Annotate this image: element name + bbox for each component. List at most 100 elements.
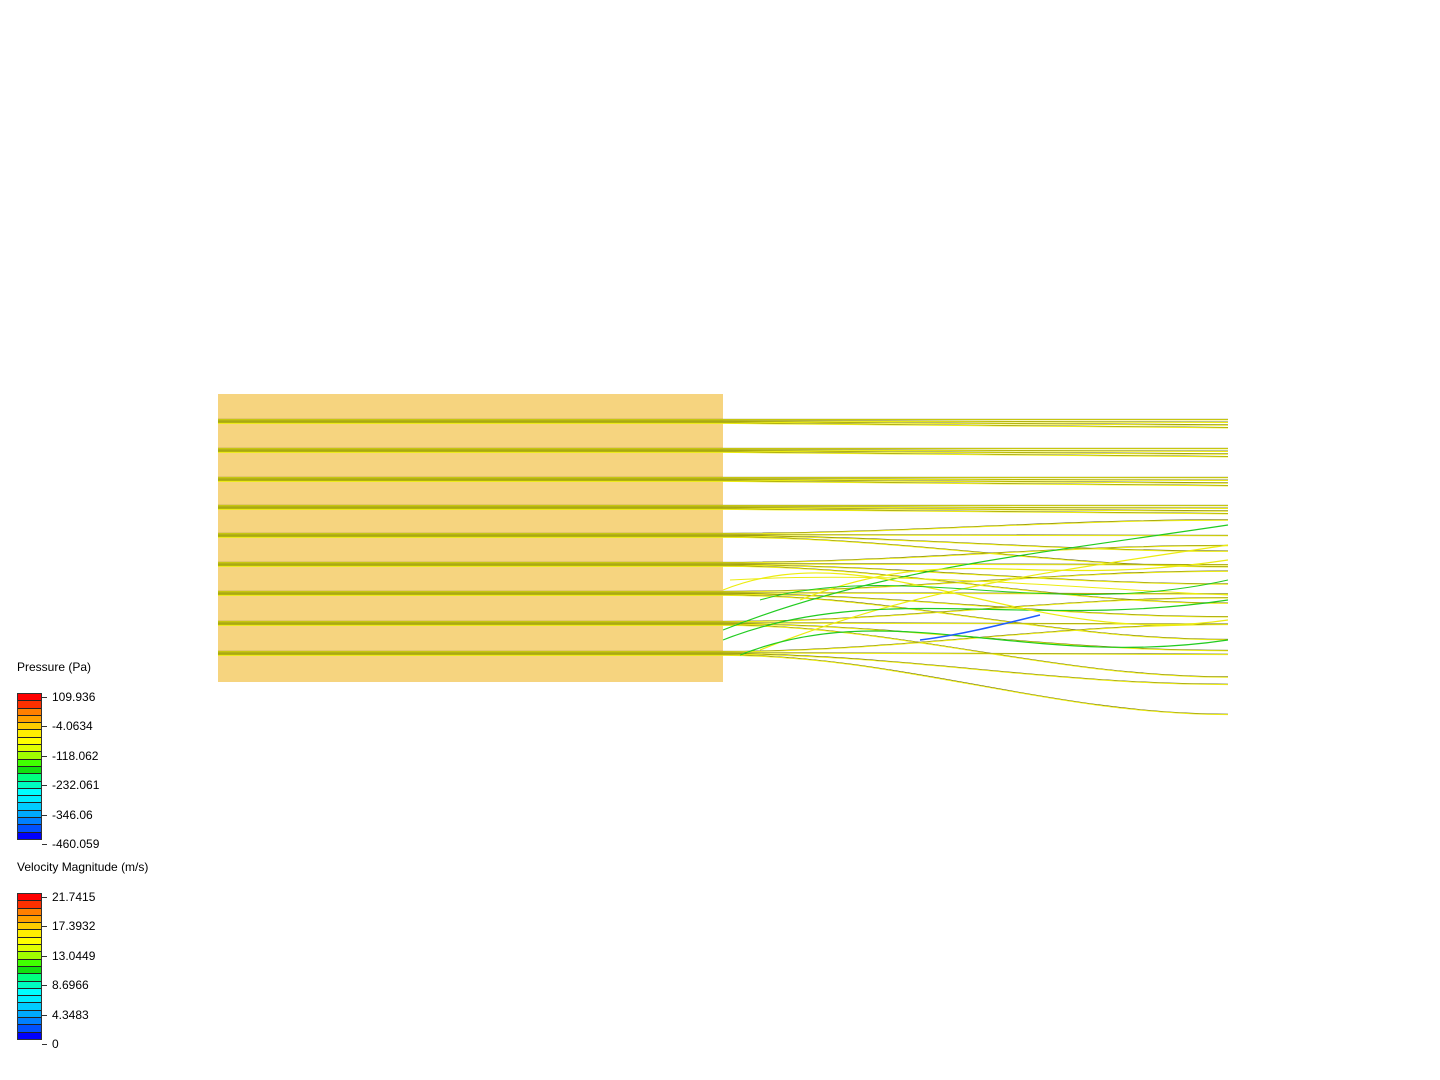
velocity-legend: Velocity Magnitude (m/s) 21.7415 17.3932 1… bbox=[17, 860, 217, 1051]
color-band bbox=[18, 810, 41, 819]
streamline bbox=[218, 480, 1229, 487]
legend-tick bbox=[42, 814, 47, 816]
color-band bbox=[18, 715, 41, 724]
color-band bbox=[18, 818, 41, 826]
color-bar bbox=[17, 693, 42, 840]
streamline bbox=[218, 564, 1229, 585]
legend-label: -232.061 bbox=[52, 778, 100, 793]
streamline bbox=[218, 565, 1229, 604]
streamline bbox=[799, 559, 1229, 601]
streamline bbox=[218, 421, 1229, 426]
color-band bbox=[18, 752, 41, 760]
legend-tick bbox=[42, 697, 47, 698]
color-band bbox=[18, 781, 41, 789]
streamline bbox=[722, 599, 1229, 641]
color-band bbox=[18, 1010, 41, 1019]
color-band bbox=[18, 832, 41, 839]
streamline bbox=[218, 565, 1229, 604]
streamline bbox=[218, 652, 1229, 656]
legend-tick bbox=[42, 897, 47, 898]
color-band bbox=[18, 901, 41, 909]
legend-tick bbox=[42, 955, 47, 957]
legend-tick bbox=[42, 985, 47, 987]
streamline bbox=[218, 564, 1229, 584]
streamline bbox=[218, 624, 1229, 677]
streamline bbox=[919, 614, 1041, 641]
legend-label: -118.062 bbox=[52, 748, 99, 763]
color-band bbox=[18, 803, 41, 811]
color-band bbox=[18, 796, 41, 804]
color-band bbox=[18, 825, 41, 833]
streamline bbox=[218, 597, 1229, 622]
color-band bbox=[18, 952, 41, 960]
streamline bbox=[218, 593, 1229, 618]
streamline bbox=[218, 545, 1229, 564]
streamline bbox=[218, 519, 1229, 535]
streamline bbox=[218, 624, 1229, 653]
color-band bbox=[18, 937, 41, 946]
color-band bbox=[18, 701, 41, 709]
color-band bbox=[18, 1032, 41, 1039]
color-band bbox=[18, 723, 41, 731]
color-band bbox=[18, 737, 41, 746]
streamline bbox=[218, 422, 1229, 429]
streamline bbox=[218, 479, 1229, 484]
streamline bbox=[218, 420, 1229, 423]
streamline bbox=[218, 594, 1229, 641]
streamline bbox=[218, 544, 1229, 563]
color-band bbox=[18, 945, 41, 953]
color-band bbox=[18, 745, 41, 753]
streamline bbox=[218, 597, 1229, 623]
streamline bbox=[218, 570, 1229, 592]
streamline bbox=[218, 624, 1229, 678]
color-band bbox=[18, 915, 41, 924]
streamline bbox=[218, 570, 1229, 593]
streamlines bbox=[218, 418, 1229, 716]
legend-tick bbox=[42, 755, 47, 757]
color-band bbox=[18, 1018, 41, 1026]
color-band bbox=[18, 774, 41, 782]
streamline bbox=[218, 535, 1229, 552]
streamline bbox=[218, 654, 1229, 715]
streamline bbox=[759, 544, 1229, 651]
color-band bbox=[18, 730, 41, 738]
legend-title: Velocity Magnitude (m/s) bbox=[17, 860, 149, 874]
legend-label: 8.6966 bbox=[52, 978, 89, 993]
streamline bbox=[218, 507, 1229, 512]
color-band bbox=[18, 996, 41, 1004]
legend-title: Pressure (Pa) bbox=[17, 660, 92, 674]
streamline bbox=[218, 508, 1229, 515]
streamline bbox=[739, 630, 1229, 656]
color-band bbox=[18, 959, 41, 967]
color-band bbox=[18, 966, 41, 975]
color-band bbox=[18, 694, 41, 702]
legend-label: 21.7415 bbox=[52, 890, 96, 904]
color-band bbox=[18, 988, 41, 997]
legend-label: -346.06 bbox=[52, 807, 93, 822]
streamline bbox=[729, 576, 1229, 596]
streamline bbox=[218, 653, 1229, 686]
legend-tick bbox=[42, 1044, 47, 1045]
streamline bbox=[218, 654, 1229, 716]
legend-label: 17.3932 bbox=[52, 919, 96, 934]
legend-label: -4.0634 bbox=[52, 719, 93, 734]
legend-label: 109.936 bbox=[52, 690, 96, 704]
streamline bbox=[218, 534, 1229, 536]
color-band bbox=[18, 759, 41, 767]
streamline bbox=[218, 592, 1229, 595]
color-band bbox=[18, 981, 41, 989]
legend-label: 0 bbox=[52, 1037, 59, 1051]
color-band bbox=[18, 908, 41, 916]
streamline bbox=[218, 653, 1229, 685]
color-band bbox=[18, 1025, 41, 1033]
streamline bbox=[218, 519, 1229, 534]
legend-tick bbox=[42, 1014, 47, 1016]
streamline bbox=[218, 593, 1229, 617]
legend-tick bbox=[42, 926, 47, 928]
color-band bbox=[18, 930, 41, 938]
color-band bbox=[18, 788, 41, 797]
legend-tick bbox=[42, 726, 47, 728]
color-band bbox=[18, 894, 41, 902]
legend-label: -460.059 bbox=[52, 837, 100, 851]
